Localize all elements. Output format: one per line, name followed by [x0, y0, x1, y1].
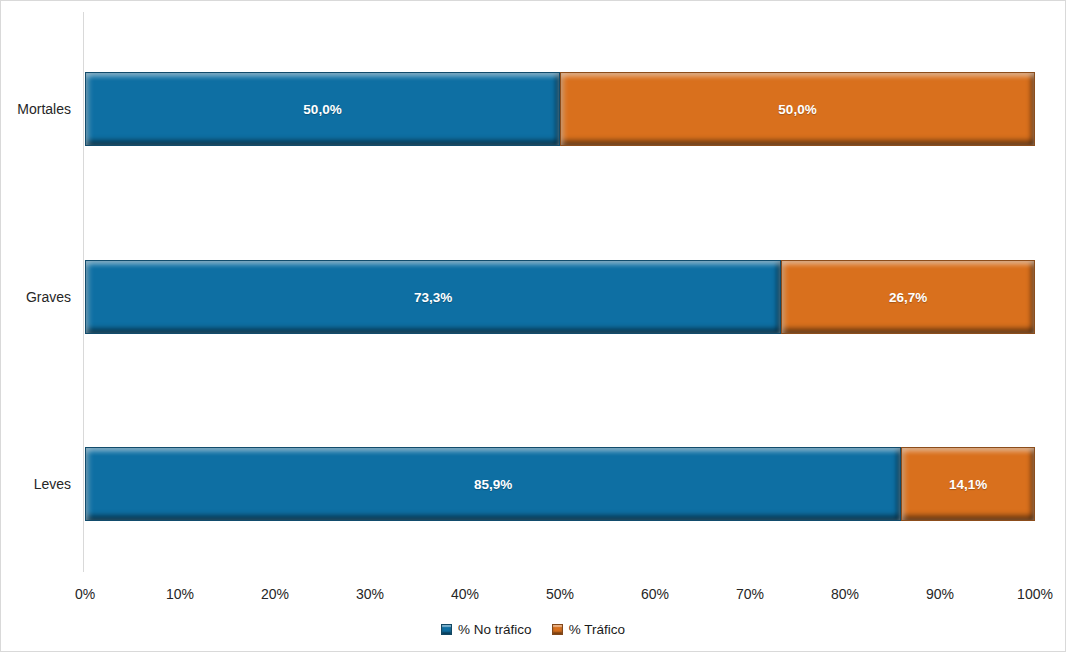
x-axis-tick-label: 80%	[831, 586, 859, 602]
data-label: 26,7%	[889, 290, 927, 305]
bar-track: 73,3% 26,7%	[85, 260, 1035, 334]
x-axis-tick-label: 90%	[926, 586, 954, 602]
x-axis-tick-label: 50%	[546, 586, 574, 602]
legend-item: % Tráfico	[552, 622, 625, 637]
data-label: 73,3%	[414, 290, 452, 305]
category-label: Leves	[0, 447, 71, 521]
legend-swatch-icon	[441, 624, 452, 635]
x-axis-tick-label: 100%	[1017, 586, 1053, 602]
x-axis-tick-label: 0%	[75, 586, 95, 602]
x-axis-tick-label: 10%	[166, 586, 194, 602]
legend-item: % No tráfico	[441, 622, 532, 637]
bar-segment-no-trafico: 73,3%	[85, 260, 781, 334]
bar-track: 85,9% 14,1%	[85, 447, 1035, 521]
legend-label: % Tráfico	[569, 622, 625, 637]
x-axis-tick-label: 30%	[356, 586, 384, 602]
data-label: 50,0%	[303, 102, 341, 117]
legend-swatch-icon	[552, 624, 563, 635]
data-label: 14,1%	[949, 477, 987, 492]
x-axis-tick-label: 60%	[641, 586, 669, 602]
legend: % No tráfico % Tráfico	[1, 622, 1065, 637]
category-label: Graves	[0, 260, 71, 334]
data-label: 50,0%	[778, 102, 816, 117]
x-axis: 0% 10% 20% 30% 40% 50% 60% 70% 80% 90% 100%	[1, 586, 1065, 606]
bar-segment-trafico: 26,7%	[781, 260, 1035, 334]
x-axis-tick-label: 20%	[261, 586, 289, 602]
bar-segment-no-trafico: 50,0%	[85, 72, 560, 146]
bar-segment-trafico: 50,0%	[560, 72, 1035, 146]
x-axis-tick-label: 40%	[451, 586, 479, 602]
category-axis-line	[83, 12, 84, 572]
category-label: Mortales	[0, 72, 71, 146]
bar-segment-no-trafico: 85,9%	[85, 447, 901, 521]
data-label: 85,9%	[474, 477, 512, 492]
legend-label: % No tráfico	[458, 622, 532, 637]
bar-segment-trafico: 14,1%	[901, 447, 1035, 521]
stacked-bar-chart: Mortales50,0%50,0%Graves73,3%26,7%Leves8…	[0, 0, 1066, 652]
bar-track: 50,0% 50,0%	[85, 72, 1035, 146]
x-axis-tick-label: 70%	[736, 586, 764, 602]
